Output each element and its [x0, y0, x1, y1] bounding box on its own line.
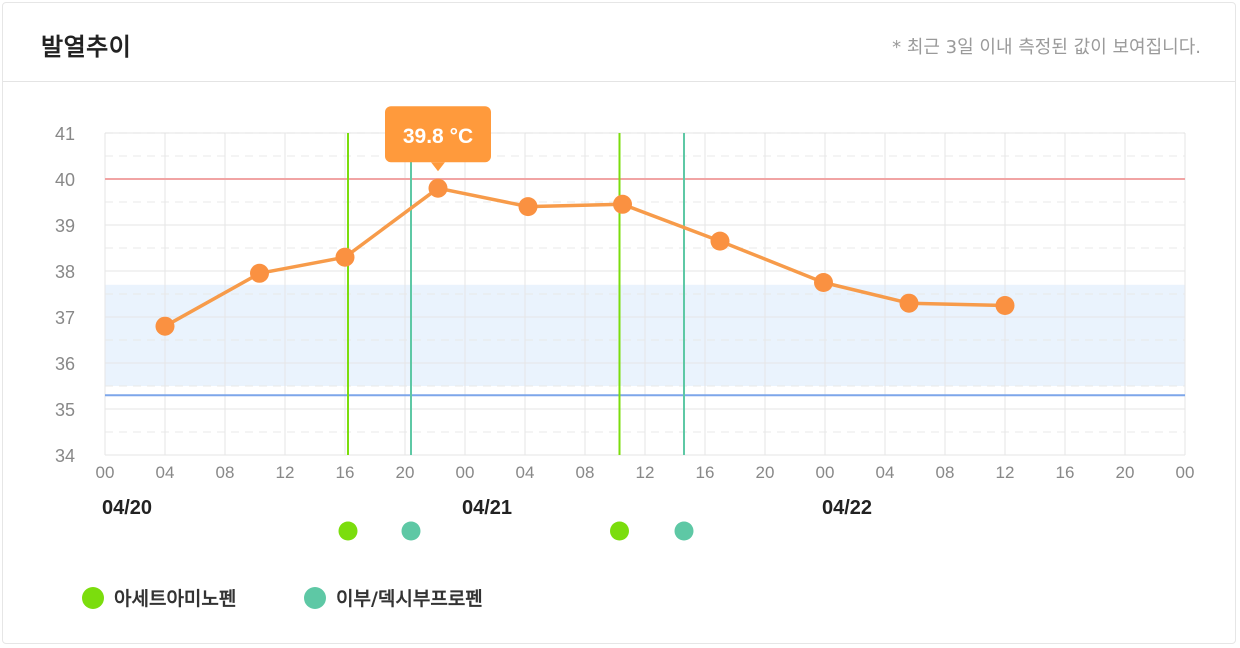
date-label: 04/22 — [822, 497, 872, 519]
x-tick-label: 12 — [636, 463, 655, 482]
acetaminophen-dose-marker — [338, 521, 358, 541]
x-tick-label: 20 — [1116, 463, 1135, 482]
x-tick-label: 16 — [336, 463, 355, 482]
tooltip-box — [385, 106, 491, 163]
x-tick-label: 20 — [756, 463, 775, 482]
x-tick-label: 12 — [996, 463, 1015, 482]
x-tick-label: 00 — [96, 463, 115, 482]
y-tick-label: 36 — [55, 354, 75, 374]
x-tick-label: 20 — [396, 463, 415, 482]
y-tick-label: 39 — [55, 216, 75, 236]
x-tick-label: 08 — [216, 463, 235, 482]
y-tick-label: 34 — [55, 446, 75, 466]
x-tick-label: 08 — [936, 463, 955, 482]
ibuprofen-dose-marker — [401, 521, 421, 541]
ibuprofen-dose-marker — [674, 521, 694, 541]
x-tick-label: 00 — [456, 463, 475, 482]
temperature-point — [814, 273, 833, 292]
date-label: 04/21 — [462, 497, 512, 519]
temperature-point — [518, 197, 538, 217]
x-tick-label: 04 — [156, 463, 175, 482]
x-tick-label: 08 — [576, 463, 595, 482]
x-tick-label: 04 — [876, 463, 895, 482]
y-tick-label: 41 — [55, 124, 75, 144]
legend-item-acetaminophen[interactable]: 아세트아미노펜 — [82, 584, 236, 611]
y-tick-label: 40 — [55, 170, 75, 190]
x-tick-label: 00 — [816, 463, 835, 482]
date-label: 04/20 — [102, 497, 152, 519]
x-tick-label: 16 — [1056, 463, 1075, 482]
x-tick-label: 16 — [696, 463, 715, 482]
temperature-point — [428, 178, 448, 198]
tooltip-pointer — [431, 162, 445, 172]
legend-label: 아세트아미노펜 — [114, 588, 237, 610]
temperature-point — [335, 247, 355, 267]
card-title: 발열추이 — [41, 33, 132, 61]
acetaminophen-dose-marker — [610, 521, 629, 541]
y-tick-label: 35 — [55, 400, 75, 420]
x-tick-label: 04 — [516, 463, 535, 482]
x-tick-label: 00 — [1176, 463, 1195, 482]
x-tick-label: 12 — [276, 463, 295, 482]
tooltip-value: 39.8 °C — [403, 125, 473, 148]
temperature-point — [995, 296, 1015, 315]
card-note: * 최근 3일 이내 측정된 값이 보여집니다. — [892, 37, 1201, 58]
legend-label: 이부/덱시부프로펜 — [336, 588, 483, 610]
temperature-point — [613, 194, 632, 214]
temperature-point — [250, 263, 269, 283]
acetaminophen-legend-dot — [82, 586, 104, 609]
card-header: 발열추이 * 최근 3일 이내 측정된 값이 보여집니다. — [3, 3, 1235, 82]
y-tick-label: 38 — [55, 262, 75, 282]
temperature-point — [155, 316, 175, 336]
temperature-point — [710, 231, 730, 251]
temperature-point — [899, 293, 919, 313]
legend-item-ibuprofen[interactable]: 이부/덱시부프로펜 — [304, 584, 483, 611]
temperature-line — [164, 186, 1006, 328]
y-tick-label: 37 — [55, 308, 75, 328]
ibuprofen-legend-dot — [304, 586, 326, 609]
